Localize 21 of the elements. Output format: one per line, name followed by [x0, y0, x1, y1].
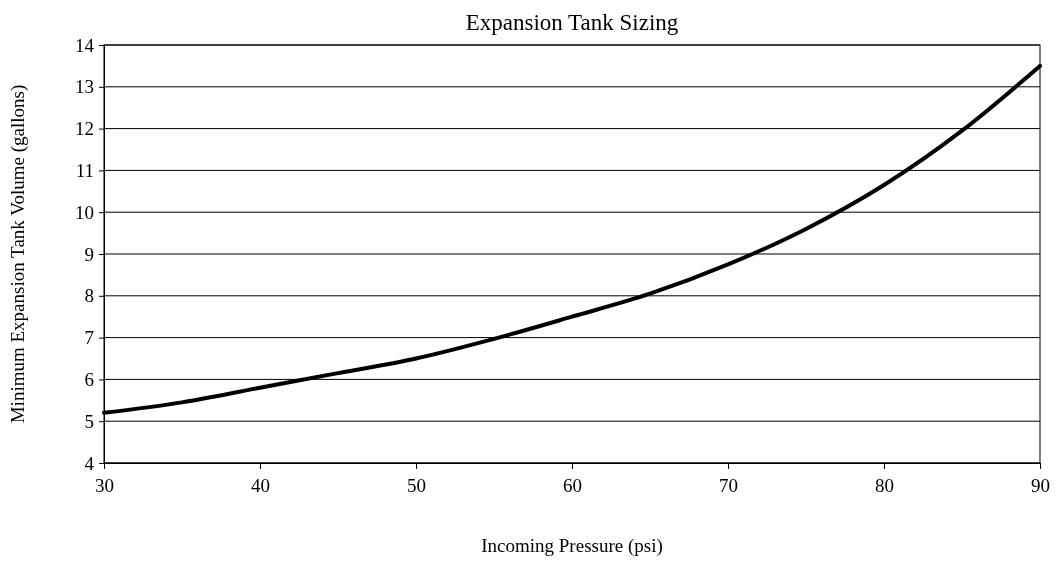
y-tick-label: 13 [75, 76, 94, 98]
y-tick-label: 12 [75, 118, 94, 140]
y-tick-label: 6 [84, 368, 94, 390]
y-tick-label: 14 [75, 34, 95, 56]
x-tick-label: 80 [875, 475, 894, 497]
y-tick-label: 10 [75, 201, 94, 223]
y-tick-label: 9 [84, 243, 94, 265]
y-axis-title: Minimum Expansion Tank Volume (gallons) [7, 84, 29, 424]
y-tick-label: 5 [84, 410, 94, 432]
y-tick-label: 4 [84, 452, 95, 474]
x-tick-label: 40 [251, 475, 270, 497]
y-tick-label: 11 [75, 159, 94, 181]
x-axis-title: Incoming Pressure (psi) [481, 535, 663, 557]
chart-title: Expansion Tank Sizing [465, 10, 679, 35]
x-tick-label: 50 [407, 475, 426, 497]
x-tick-label: 90 [1031, 475, 1050, 497]
y-tick-label: 7 [84, 327, 94, 349]
x-tick-label: 30 [95, 475, 114, 497]
x-tick-label: 60 [563, 475, 582, 497]
y-tick-label: 8 [84, 285, 94, 307]
x-tick-label: 70 [719, 475, 738, 497]
